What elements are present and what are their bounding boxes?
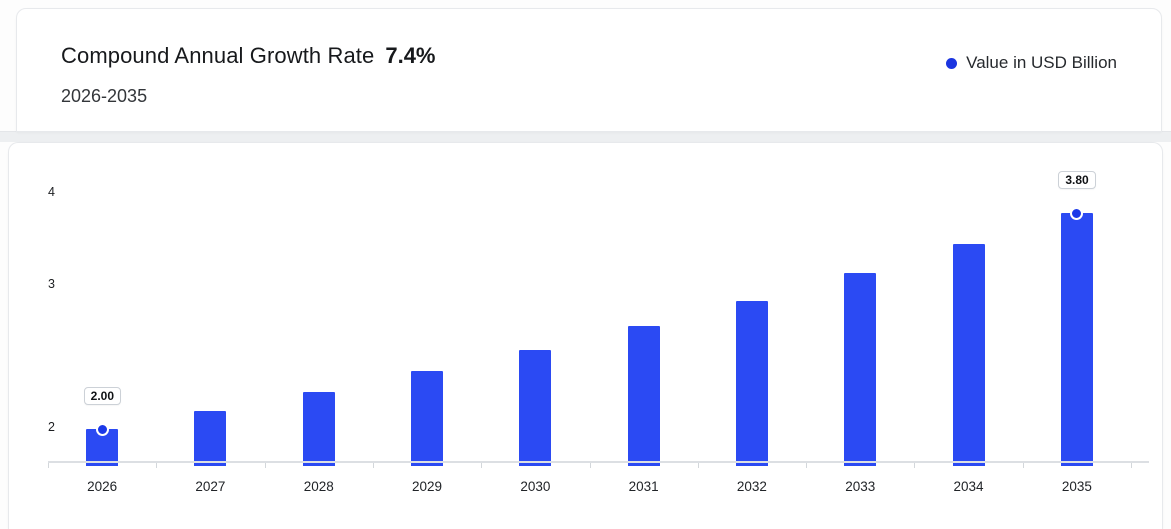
plot-area: 2 3 4 2026 2.00 2027 2028 2029 2030 2031 2032 2033 2… xyxy=(9,143,1164,529)
bar-2027[interactable] xyxy=(194,411,227,466)
x-axis-label: 2029 xyxy=(412,479,443,494)
axis-tick xyxy=(589,463,591,468)
x-axis-label: 2035 xyxy=(1061,479,1092,494)
cagr-value: 7.4% xyxy=(385,43,436,68)
axis-tick xyxy=(697,463,699,468)
axis-tick xyxy=(156,463,158,468)
x-axis-line xyxy=(48,461,1149,463)
y-axis-label: 3 xyxy=(48,277,55,291)
period-label: 2026-2035 xyxy=(61,86,148,106)
value-label: 2.00 xyxy=(83,387,121,405)
axis-tick xyxy=(806,463,808,468)
x-axis-label: 2028 xyxy=(303,479,334,494)
legend-label: Value in USD Billion xyxy=(966,53,1117,72)
bar-2028[interactable] xyxy=(302,391,335,466)
value-label: 3.80 xyxy=(1058,171,1096,189)
axis-tick xyxy=(481,463,483,468)
marker-dot xyxy=(95,422,109,436)
axis-tick xyxy=(1131,463,1132,468)
bar-2034[interactable] xyxy=(952,244,985,466)
x-axis-label: 2034 xyxy=(953,479,984,494)
axis-tick xyxy=(264,463,266,468)
header-card: Compound Annual Growth Rate 7.4% 2026-20… xyxy=(16,8,1162,132)
bar-2033[interactable] xyxy=(844,273,877,466)
y-axis-label: 4 xyxy=(48,185,55,199)
marker-dot xyxy=(1070,206,1084,220)
x-axis-label: 2032 xyxy=(736,479,767,494)
header-divider xyxy=(0,131,1171,142)
legend-item[interactable]: Value in USD Billion xyxy=(946,53,1117,73)
y-axis-label: 2 xyxy=(48,420,55,434)
axis-tick xyxy=(48,463,49,468)
x-axis-label: 2027 xyxy=(195,479,226,494)
bar-2030[interactable] xyxy=(519,349,552,466)
axis-tick xyxy=(914,463,916,468)
title-row: Compound Annual Growth Rate 7.4% xyxy=(61,42,436,70)
legend-dot-icon xyxy=(946,57,958,69)
chart-card: 2 3 4 2026 2.00 2027 2028 2029 2030 2031 2032 2033 2… xyxy=(8,142,1163,529)
bar-2035[interactable] xyxy=(1060,213,1093,466)
x-axis-label: 2030 xyxy=(520,479,551,494)
x-axis-label: 2026 xyxy=(87,479,118,494)
x-axis-label: 2031 xyxy=(628,479,659,494)
page-title: Compound Annual Growth Rate xyxy=(61,43,375,68)
axis-tick xyxy=(372,463,374,468)
bar-2032[interactable] xyxy=(735,300,768,466)
bar-2029[interactable] xyxy=(411,371,444,466)
axis-tick xyxy=(1022,463,1024,468)
bar-2031[interactable] xyxy=(627,325,660,466)
x-axis-label: 2033 xyxy=(845,479,876,494)
